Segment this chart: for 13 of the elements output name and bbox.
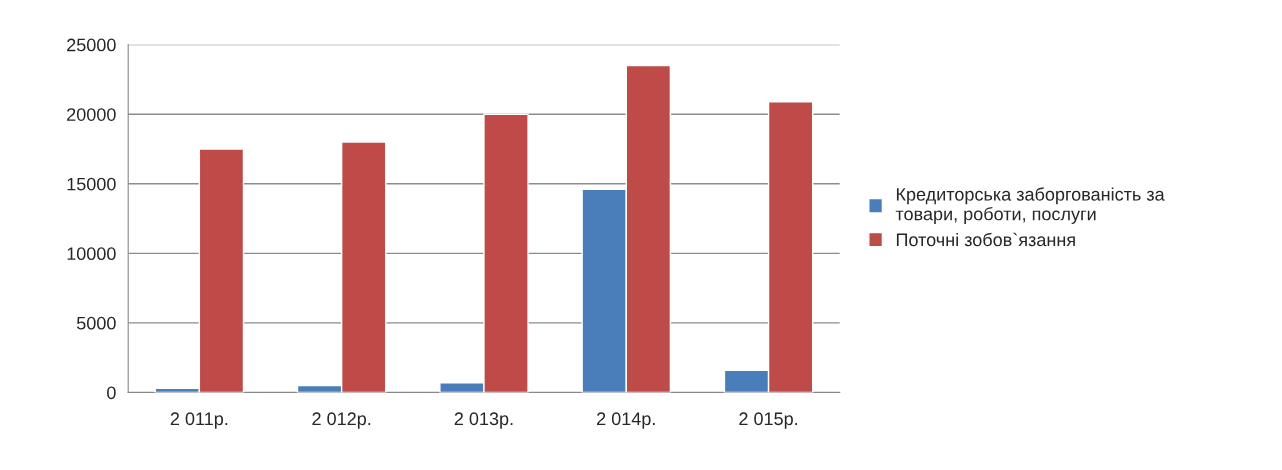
x-tick-label: 2 012р. — [312, 412, 371, 429]
y-tick-label: 5000 — [76, 316, 116, 330]
y-tick-label: 15000 — [67, 177, 116, 191]
legend-label: Поточні зобов`язання — [896, 232, 1075, 247]
legend-label: Кредиторська заборгованість за товари, роботи, послуги — [895, 187, 1165, 224]
x-tick-label: 2 013р. — [454, 412, 513, 429]
y-tick-label: 0 — [107, 386, 116, 400]
x-tick-label: 2 014р. — [597, 412, 655, 429]
x-tick-label: 2 015р. — [739, 412, 798, 429]
y-tick-label: 25000 — [67, 38, 116, 52]
x-tick-label: 2 011р. — [170, 412, 228, 429]
y-tick-label: 20000 — [67, 108, 116, 121]
y-tick-label: 10000 — [67, 247, 116, 261]
